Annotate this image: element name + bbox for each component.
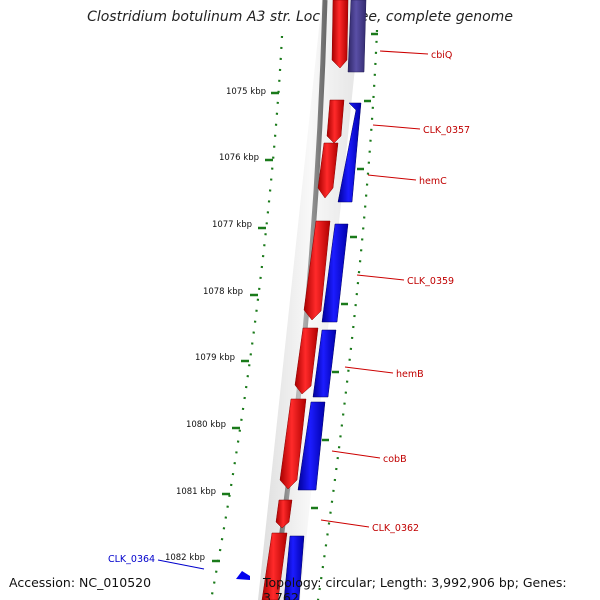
- ruler-label: 1081 kbp: [176, 487, 216, 497]
- gene-reverse-d: [297, 401, 326, 491]
- leader-line-cbiQ: [379, 50, 429, 55]
- gene-label-hemB[interactable]: hemB: [396, 369, 424, 380]
- gene-label-CLK_0364[interactable]: CLK_0364: [108, 554, 155, 565]
- gene-cobB: [279, 398, 307, 490]
- map-title: Clostridium botulinum A3 str. Loch Maree…: [87, 9, 513, 25]
- gene-hemB: [294, 327, 319, 395]
- topology-text: Topology: circular; Length: 3,992,906 bp…: [263, 575, 567, 600]
- gene-label-cbiQ[interactable]: cbiQ: [431, 50, 452, 61]
- leader-line-CLK_0359: [356, 274, 405, 281]
- leader-line-CLK_0357: [372, 124, 421, 130]
- leader-line-CLK_0362: [320, 519, 370, 528]
- ruler-label: 1077 kbp: [212, 220, 252, 230]
- gene-highlighted: [347, 0, 367, 73]
- gene-label-CLK_0357[interactable]: CLK_0357: [423, 125, 470, 136]
- gene-CLK_0362: [275, 499, 293, 529]
- gene-CLK_0357: [326, 99, 345, 144]
- gene-CLK_0363: [261, 532, 288, 600]
- gene-CLK_0364-marker: [236, 571, 250, 580]
- ruler-ticks: [212, 32, 378, 563]
- gene-label-hemC[interactable]: hemC: [419, 176, 447, 187]
- gene-label-CLK_0359[interactable]: CLK_0359: [407, 276, 454, 287]
- gene-CLK_0359: [303, 220, 331, 321]
- ruler-dotted-line-outer: [316, 29, 379, 600]
- leader-line-hemC: [367, 174, 417, 181]
- gene-label-cobB[interactable]: cobB: [383, 454, 407, 465]
- ruler-label: 1075 kbp: [226, 87, 266, 97]
- gene-reverse-c: [312, 329, 337, 398]
- gene-cbiQ-partial: [331, 0, 349, 69]
- gene-label-CLK_0362[interactable]: CLK_0362: [372, 523, 419, 534]
- ruler-label: 1076 kbp: [219, 153, 259, 163]
- ruler-label: 1080 kbp: [186, 420, 226, 430]
- leader-line-cobB: [331, 450, 381, 459]
- gene-hemC: [317, 142, 339, 199]
- gene-reverse-e: [283, 535, 305, 600]
- ruler-label: 1079 kbp: [195, 353, 235, 363]
- gene-reverse-a: [337, 102, 362, 203]
- ruler-label: 1082 kbp: [165, 553, 205, 563]
- accession-text: Accession: NC_010520: [9, 575, 152, 590]
- gene-reverse-b: [321, 223, 349, 323]
- leader-line-hemB: [344, 366, 394, 374]
- leader-line-CLK_0364: [157, 559, 205, 570]
- ruler-label: 1078 kbp: [203, 287, 243, 297]
